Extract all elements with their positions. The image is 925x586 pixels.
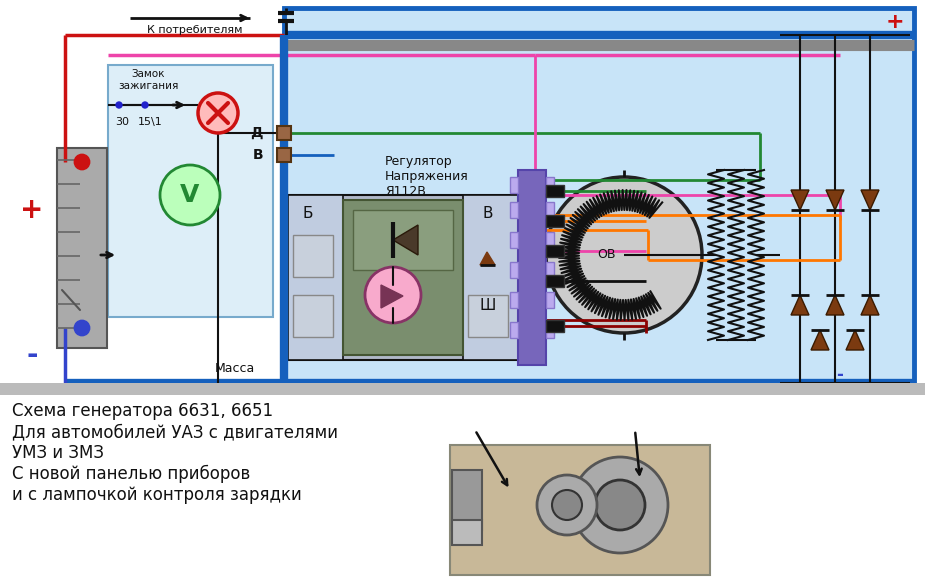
Text: К потребителям: К потребителям xyxy=(147,25,242,35)
Bar xyxy=(277,126,291,140)
Polygon shape xyxy=(393,225,418,255)
Circle shape xyxy=(572,457,668,553)
Text: В: В xyxy=(253,148,263,162)
Circle shape xyxy=(595,480,645,530)
Text: Схема генератора 6631, 6651: Схема генератора 6631, 6651 xyxy=(12,402,273,420)
Text: 30: 30 xyxy=(115,117,129,127)
Circle shape xyxy=(546,177,702,333)
Polygon shape xyxy=(826,190,844,210)
Bar xyxy=(0,383,925,395)
Bar xyxy=(293,235,333,277)
Bar xyxy=(546,202,554,218)
Bar xyxy=(510,177,518,193)
Text: С новой панелью приборов: С новой панелью приборов xyxy=(12,465,251,483)
Text: Замок
зажигания: Замок зажигания xyxy=(117,69,179,91)
Bar xyxy=(546,245,564,257)
Bar xyxy=(510,262,518,278)
Bar xyxy=(284,8,914,383)
Bar xyxy=(546,262,554,278)
Text: +: + xyxy=(886,12,905,32)
Bar xyxy=(57,148,107,348)
Bar xyxy=(277,148,291,162)
Bar xyxy=(468,295,508,337)
Polygon shape xyxy=(811,330,829,350)
Text: Ш: Ш xyxy=(480,298,496,312)
Text: +: + xyxy=(20,196,43,224)
Circle shape xyxy=(116,102,122,108)
Bar xyxy=(353,210,453,270)
Circle shape xyxy=(198,93,238,133)
Bar xyxy=(546,177,554,193)
Bar xyxy=(452,470,482,530)
Bar xyxy=(463,195,518,360)
Bar xyxy=(293,295,333,337)
Bar xyxy=(450,445,710,575)
Bar xyxy=(546,232,554,248)
Bar xyxy=(510,202,518,218)
Text: -: - xyxy=(26,341,38,369)
Polygon shape xyxy=(480,252,495,265)
Circle shape xyxy=(75,155,89,169)
Circle shape xyxy=(537,475,597,535)
Text: и с лампочкой контроля зарядки: и с лампочкой контроля зарядки xyxy=(12,486,302,504)
Bar xyxy=(108,65,273,317)
Bar xyxy=(288,195,518,360)
Polygon shape xyxy=(846,330,864,350)
Circle shape xyxy=(365,267,421,323)
Text: Для автомобилей УАЗ с двигателями: Для автомобилей УАЗ с двигателями xyxy=(12,423,338,441)
Bar xyxy=(546,215,564,227)
Circle shape xyxy=(142,102,148,108)
Polygon shape xyxy=(861,295,879,315)
Bar xyxy=(452,520,482,545)
Text: УМЗ и ЗМЗ: УМЗ и ЗМЗ xyxy=(12,444,104,462)
Bar xyxy=(546,292,554,308)
Bar xyxy=(518,170,546,365)
Text: Регулятор
Напряжения
Я112В: Регулятор Напряжения Я112В xyxy=(385,155,469,198)
Text: ОВ: ОВ xyxy=(597,248,615,261)
Circle shape xyxy=(160,165,220,225)
Text: Б: Б xyxy=(302,206,314,220)
Polygon shape xyxy=(826,295,844,315)
Bar xyxy=(546,275,564,287)
Circle shape xyxy=(552,490,582,520)
Bar xyxy=(510,322,518,338)
Text: -: - xyxy=(836,366,844,384)
Bar xyxy=(343,200,463,355)
Bar xyxy=(546,185,564,197)
Bar xyxy=(546,322,554,338)
Polygon shape xyxy=(791,295,809,315)
Polygon shape xyxy=(791,190,809,210)
Text: V: V xyxy=(180,183,200,207)
Bar xyxy=(288,195,343,360)
Bar xyxy=(510,232,518,248)
Text: В: В xyxy=(483,206,493,220)
Circle shape xyxy=(75,321,89,335)
Polygon shape xyxy=(861,190,879,210)
Bar xyxy=(546,320,564,332)
Bar xyxy=(510,292,518,308)
Text: Д: Д xyxy=(251,126,263,140)
Polygon shape xyxy=(381,285,403,308)
Text: Масса: Масса xyxy=(215,362,255,374)
Text: 15\1: 15\1 xyxy=(138,117,163,127)
